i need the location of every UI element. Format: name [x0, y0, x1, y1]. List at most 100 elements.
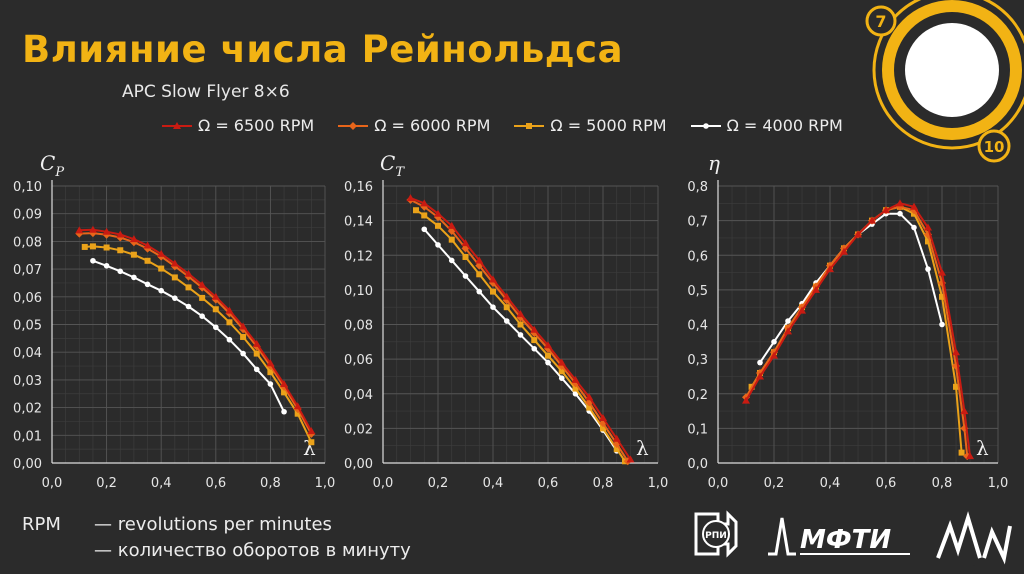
skat-logo-text: СКАТ [973, 564, 976, 567]
data-point [952, 348, 960, 356]
data-point [530, 325, 539, 333]
data-point [896, 199, 904, 207]
data-point [225, 306, 234, 314]
data-point [462, 253, 469, 260]
data-point [448, 257, 455, 264]
data-point [785, 318, 791, 324]
series-1 [75, 225, 316, 435]
data-point [557, 358, 566, 366]
data-point [267, 381, 274, 387]
data-point [503, 304, 510, 311]
legend-label: Ω = 5000 RPM [550, 116, 667, 135]
series-1 [406, 194, 635, 463]
x-tick-label: 0,2 [96, 476, 117, 491]
data-point [143, 241, 152, 249]
series-2 [75, 229, 316, 438]
data-point [939, 293, 945, 300]
series-line [79, 228, 313, 432]
data-point [966, 452, 974, 460]
series-1 [742, 199, 974, 460]
data-point [558, 368, 565, 375]
data-point [144, 281, 151, 288]
series-2 [406, 195, 632, 466]
data-point [434, 209, 442, 217]
data-point [158, 265, 165, 272]
series-3 [81, 243, 315, 446]
y-tick-label: 0,04 [344, 388, 373, 403]
y-tick-label: 0,3 [687, 353, 708, 368]
data-point [939, 321, 945, 328]
data-point [281, 389, 288, 396]
data-point [476, 271, 483, 278]
data-point [413, 207, 419, 214]
x-tick-label: 0,4 [483, 476, 504, 491]
data-point [280, 380, 289, 388]
data-point [75, 226, 84, 234]
x-axis-label: λ [976, 436, 989, 460]
data-point [910, 202, 918, 210]
y-tick-label: 0,02 [13, 402, 42, 417]
data-point [226, 319, 233, 326]
data-point [771, 339, 777, 345]
data-point [240, 350, 246, 357]
data-point [812, 285, 820, 293]
series-3 [413, 207, 628, 465]
y-tick-label: 0,06 [13, 291, 42, 306]
data-point [198, 280, 207, 288]
x-tick-label: 0,2 [428, 476, 449, 491]
y-tick-label: 0,7 [687, 215, 708, 230]
y-tick-label: 0,10 [344, 284, 373, 299]
data-point [572, 385, 579, 392]
data-point [558, 375, 565, 381]
y-tick-label: 0,5 [687, 284, 708, 299]
data-point [958, 449, 965, 456]
data-point [116, 230, 125, 238]
y-axis-label: CT [380, 151, 405, 180]
data-point [784, 327, 792, 335]
y-tick-label: 0,08 [344, 319, 373, 334]
data-point [613, 446, 620, 453]
x-tick-label: 0,6 [876, 476, 897, 491]
y-axis-label: CP [40, 151, 64, 180]
y-axis-label: η [708, 151, 720, 175]
y-tick-label: 0,09 [13, 208, 42, 223]
data-point [925, 266, 931, 272]
series-2 [742, 202, 972, 461]
data-point [545, 352, 551, 359]
page-badge-bottom: 10 [984, 138, 1005, 156]
data-point [406, 194, 415, 202]
data-point [742, 396, 750, 404]
data-point [924, 223, 932, 231]
data-point [461, 239, 470, 247]
data-point [447, 221, 456, 229]
data-point [517, 332, 524, 338]
legend-marker [526, 122, 533, 129]
x-tick-label: 1,0 [315, 476, 336, 491]
data-point [600, 425, 606, 432]
data-point [897, 210, 903, 217]
data-point [130, 251, 137, 258]
chart-1: 0,0 0,2 0,4 0,6 0,8 1,0 0,00 0,01 0,02 0,03 0,04 0,… [13, 151, 335, 491]
mipt-logo-text: МФТИ [800, 525, 891, 555]
series-line [410, 199, 629, 462]
data-point [267, 369, 274, 376]
data-point [868, 216, 876, 224]
data-point [117, 268, 124, 275]
data-point [421, 226, 428, 233]
page-badge-decoration: 7 10 [865, 0, 1024, 163]
x-tick-label: 0,6 [538, 476, 559, 491]
y-tick-label: 0,2 [687, 388, 708, 403]
mipt-logo: МФТИ [768, 517, 910, 556]
data-point [490, 288, 496, 295]
data-point [612, 434, 621, 442]
data-point [503, 318, 510, 324]
legend-item: Ω = 4000 RPM [689, 116, 843, 135]
data-point [81, 243, 88, 250]
data-point [586, 404, 593, 411]
footer-abbr: RPM [22, 514, 61, 535]
y-tick-label: 0,16 [344, 180, 373, 195]
y-tick-label: 0,0 [687, 457, 708, 472]
legend-swatch [162, 121, 192, 129]
data-point [571, 375, 580, 383]
